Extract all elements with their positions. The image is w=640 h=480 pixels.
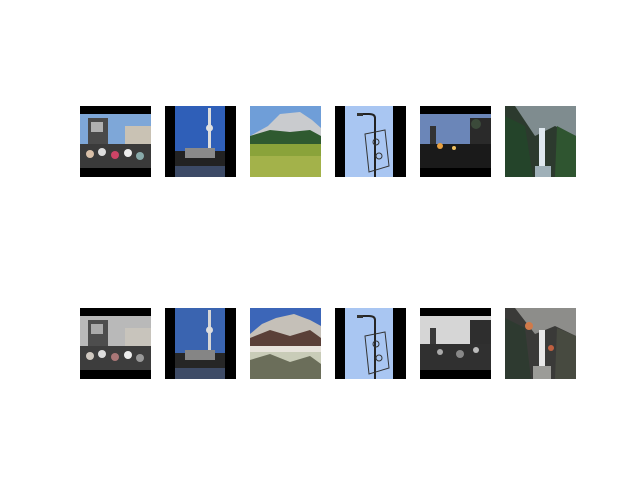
- thumbnail-original-3: [250, 106, 321, 177]
- thumbnail-reconstruction-4: [335, 308, 406, 379]
- thumbnail-original-5: [420, 106, 491, 177]
- thumbnail-reconstruction-3: [250, 308, 321, 379]
- thumbnail-reconstruction-6: [505, 308, 576, 379]
- thumbnail-reconstruction-5: [420, 308, 491, 379]
- thumbnail-reconstruction-2: [165, 308, 236, 379]
- thumbnail-original-4: [335, 106, 406, 177]
- thumbnail-original-2: [165, 106, 236, 177]
- thumbnail-original-1: [80, 106, 151, 177]
- thumbnail-reconstruction-1: [80, 308, 151, 379]
- thumbnail-original-6: [505, 106, 576, 177]
